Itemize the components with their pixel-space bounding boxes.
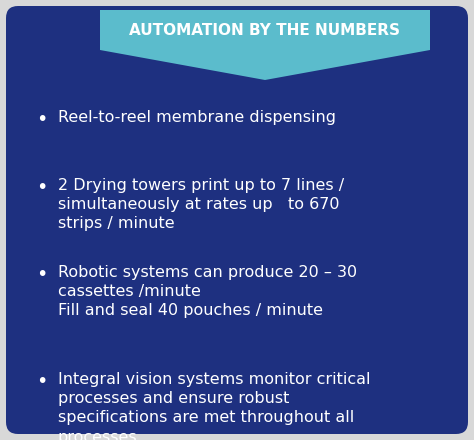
FancyBboxPatch shape	[6, 6, 468, 434]
Text: •: •	[36, 265, 48, 284]
Text: •: •	[36, 178, 48, 197]
Text: Robotic systems can produce 20 – 30
cassettes /minute
Fill and seal 40 pouches /: Robotic systems can produce 20 – 30 cass…	[58, 265, 357, 319]
Text: AUTOMATION BY THE NUMBERS: AUTOMATION BY THE NUMBERS	[129, 22, 401, 37]
Text: Integral vision systems monitor critical
processes and ensure robust
specificati: Integral vision systems monitor critical…	[58, 372, 371, 440]
Text: •: •	[36, 110, 48, 129]
Polygon shape	[100, 10, 430, 80]
Text: •: •	[36, 372, 48, 391]
Text: Reel-to-reel membrane dispensing: Reel-to-reel membrane dispensing	[58, 110, 336, 125]
Text: 2 Drying towers print up to 7 lines /
simultaneously at rates up   to 670
strips: 2 Drying towers print up to 7 lines / si…	[58, 178, 344, 231]
